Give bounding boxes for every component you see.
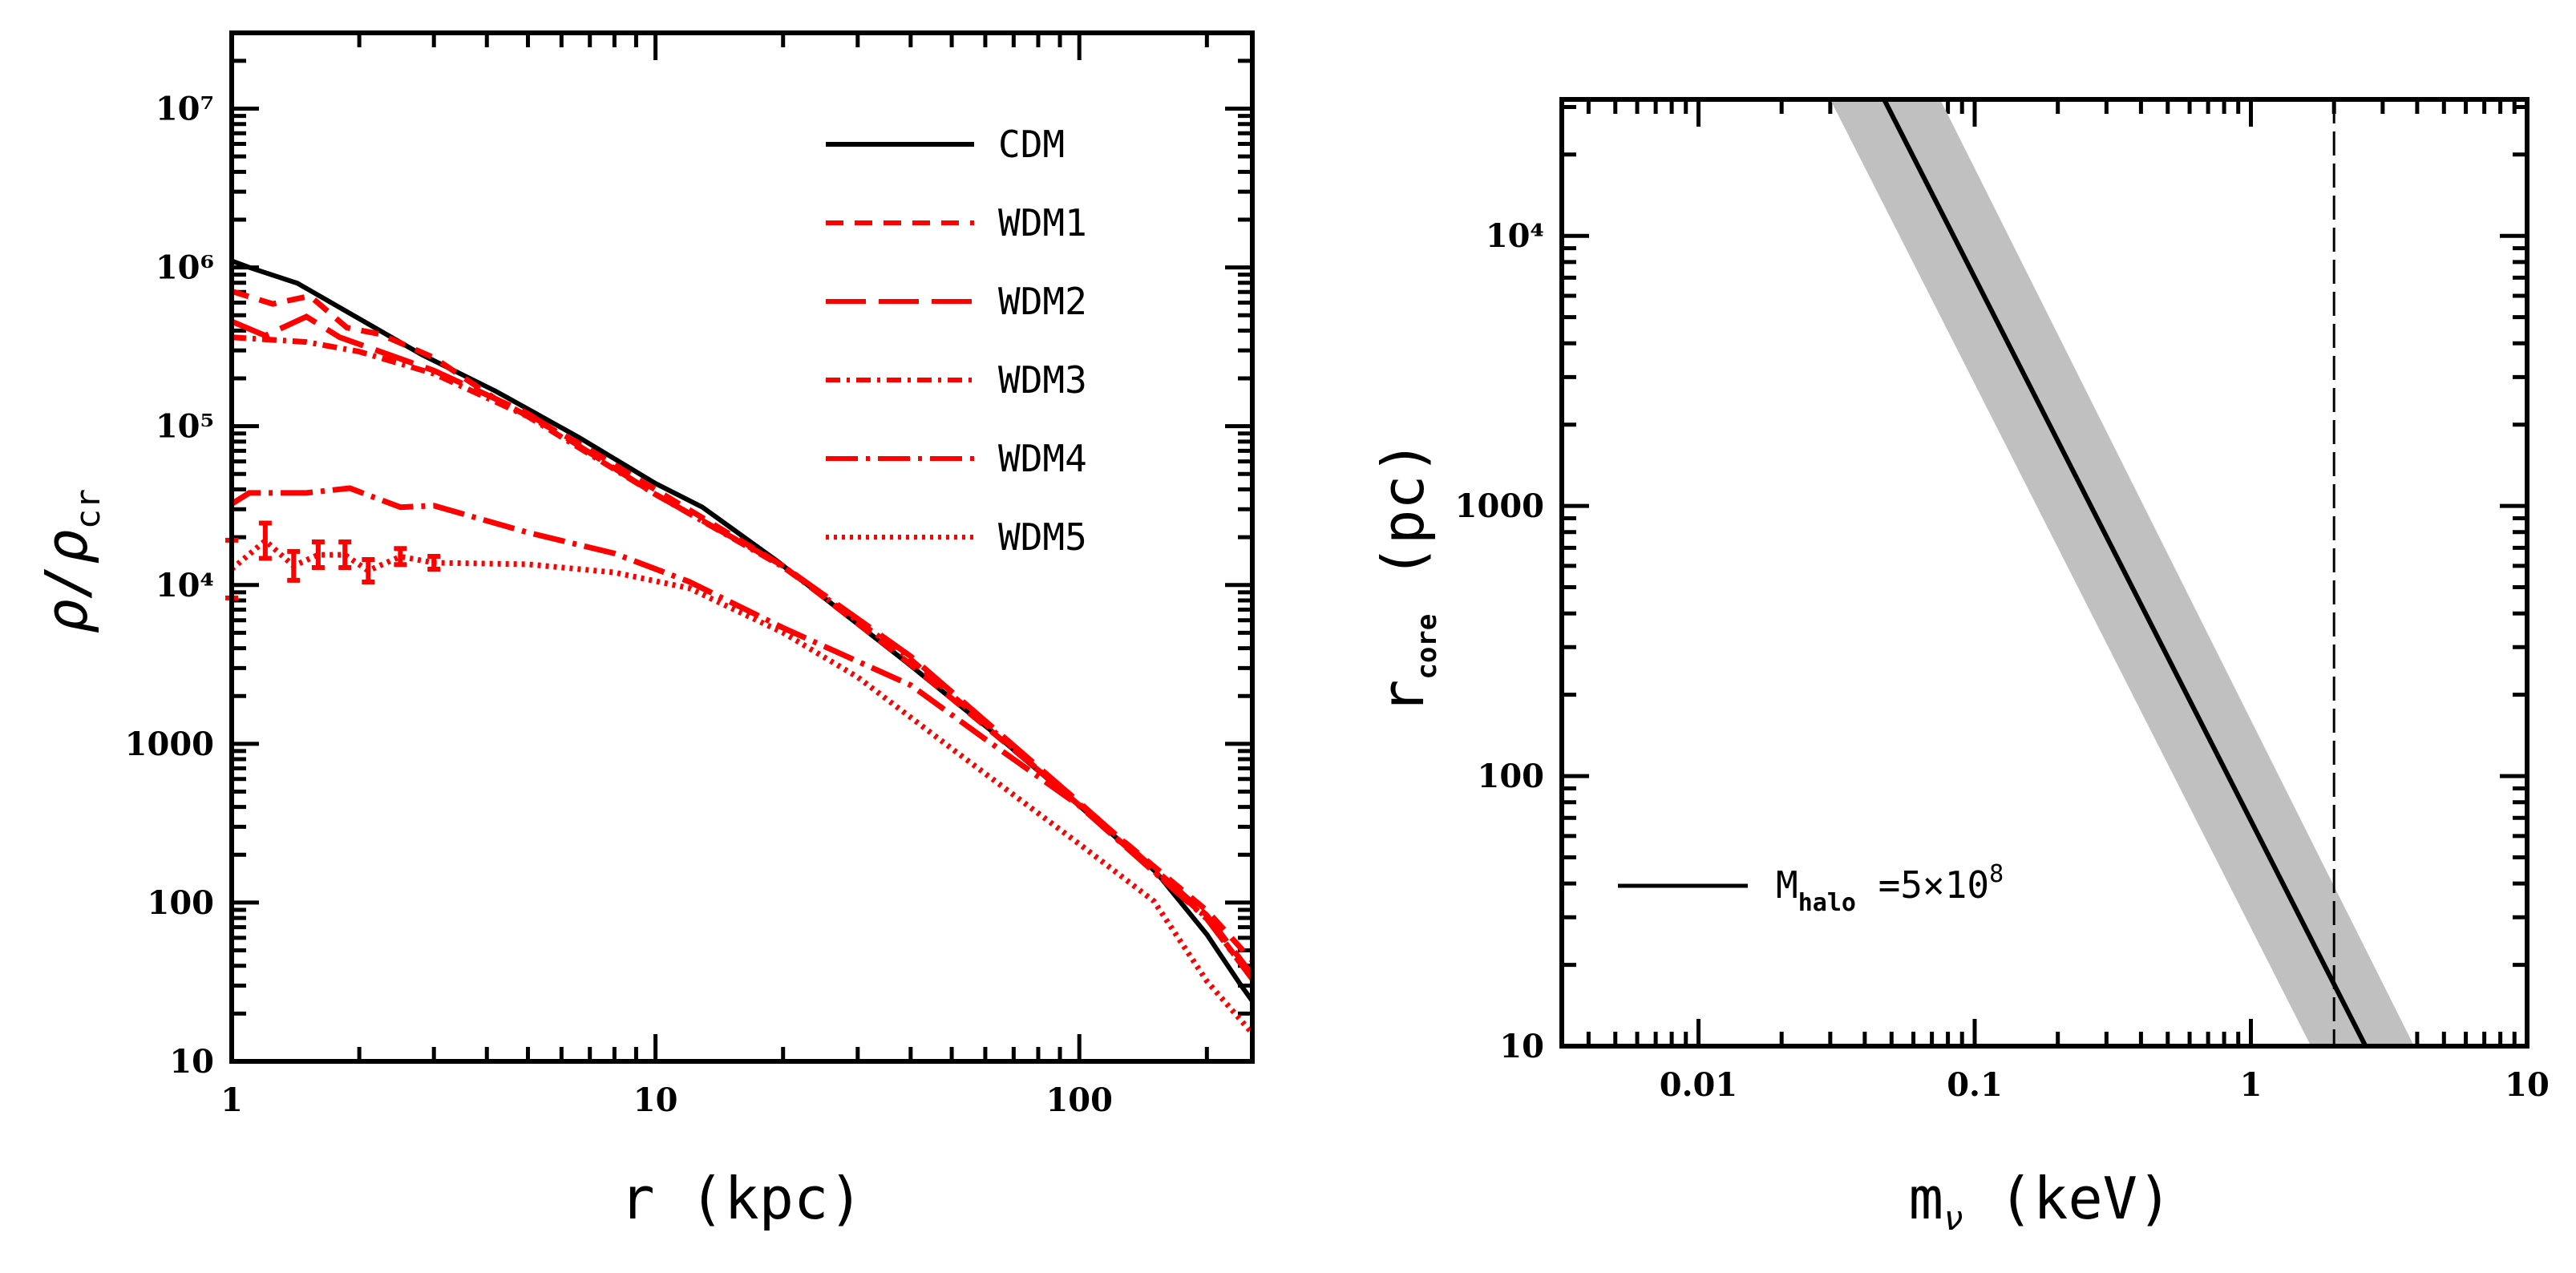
- plot-core-radius: 0.01 0.1 1 10 10 100 1000 10⁴ Mhalo =5×108 mν (ke…: [1369, 97, 2550, 1238]
- error-bar: [394, 546, 407, 568]
- y-tick-label: 10⁶: [156, 249, 214, 287]
- plot-density-profile: 1 10 10010100100010⁴10⁵10⁶10⁷CDMWDM1WDM2WD…: [33, 30, 1255, 1232]
- y-tick-label: 1000: [125, 725, 214, 763]
- x-tick-label: 0.1: [1947, 1066, 2003, 1104]
- y-tick-label: 10: [1499, 1028, 1544, 1065]
- x-title-sub: ν: [1943, 1198, 1963, 1238]
- x-title-main: m: [1909, 1165, 1943, 1232]
- error-bar: [338, 540, 352, 571]
- series-wdm5: [232, 536, 1252, 1036]
- y-tick-label: 10⁵: [156, 408, 214, 446]
- legend-sub: halo: [1798, 889, 1856, 917]
- error-bar: [362, 556, 375, 584]
- x-tick-label: 10: [2505, 1066, 2550, 1104]
- y-tick-label: 100: [148, 884, 215, 922]
- x-tick-label: 10: [633, 1081, 678, 1119]
- legend-label-mhalo: Mhalo =5×108: [1776, 860, 2004, 917]
- y-tick-label: 10: [169, 1043, 214, 1081]
- y-axis-title: rcore (pc): [1369, 440, 1443, 714]
- x-tick-label: 1: [2240, 1066, 2263, 1104]
- y-axis-title: ρ/ρcr: [33, 489, 107, 634]
- y-title-main: ρ/ρ: [33, 529, 100, 633]
- x-axis-title: r (kpc): [620, 1165, 863, 1232]
- tick-marks: [229, 30, 1252, 1064]
- x-tick-label: 0.01: [1660, 1066, 1737, 1104]
- y-title-sub: core: [1411, 614, 1443, 680]
- legend-rest: =5×10: [1856, 863, 1989, 907]
- tick-marks: [1562, 99, 2529, 1049]
- series-wdm2: [232, 313, 1252, 977]
- legend-label-wdm5: WDM5: [998, 515, 1087, 559]
- y-title-rest: (pc): [1369, 440, 1437, 614]
- y-tick-label: 10⁷: [156, 91, 214, 128]
- x-axis-title: mν (keV): [1909, 1165, 2173, 1238]
- legend-label-wdm3: WDM3: [998, 358, 1087, 402]
- y-title-main: r: [1369, 680, 1437, 714]
- plot-frame: [1559, 97, 2529, 1049]
- x-title-rest: (keV): [1963, 1165, 2172, 1232]
- legend-label-wdm2: WDM2: [998, 280, 1087, 323]
- error-bar: [311, 540, 325, 571]
- series-cdm: [232, 258, 1252, 1003]
- x-tick-label: 1: [220, 1081, 243, 1119]
- legend-main: M: [1776, 863, 1798, 907]
- x-tick-label: 100: [1045, 1081, 1113, 1119]
- series-mhalo: [1882, 99, 2368, 1046]
- legend-label-wdm4: WDM4: [998, 437, 1087, 480]
- y-tick-label: 10⁴: [1486, 217, 1544, 255]
- error-bar: [287, 548, 301, 583]
- y-tick-label: 1000: [1455, 487, 1544, 525]
- series-wdm3: [232, 334, 1252, 981]
- series-wdm4: [232, 485, 1252, 981]
- error-bar: [258, 520, 272, 561]
- error-bar: [427, 554, 441, 572]
- y-tick-label: 100: [1478, 758, 1545, 795]
- plot-frame: [229, 30, 1255, 1064]
- y-tick-label: 10⁴: [156, 567, 214, 604]
- legend-label-wdm1: WDM1: [998, 201, 1087, 244]
- y-title-sub: cr: [68, 489, 107, 530]
- series-wdm1: [232, 288, 1252, 963]
- legend-label-cdm: CDM: [998, 123, 1065, 166]
- legend-sup: 8: [1989, 860, 2004, 888]
